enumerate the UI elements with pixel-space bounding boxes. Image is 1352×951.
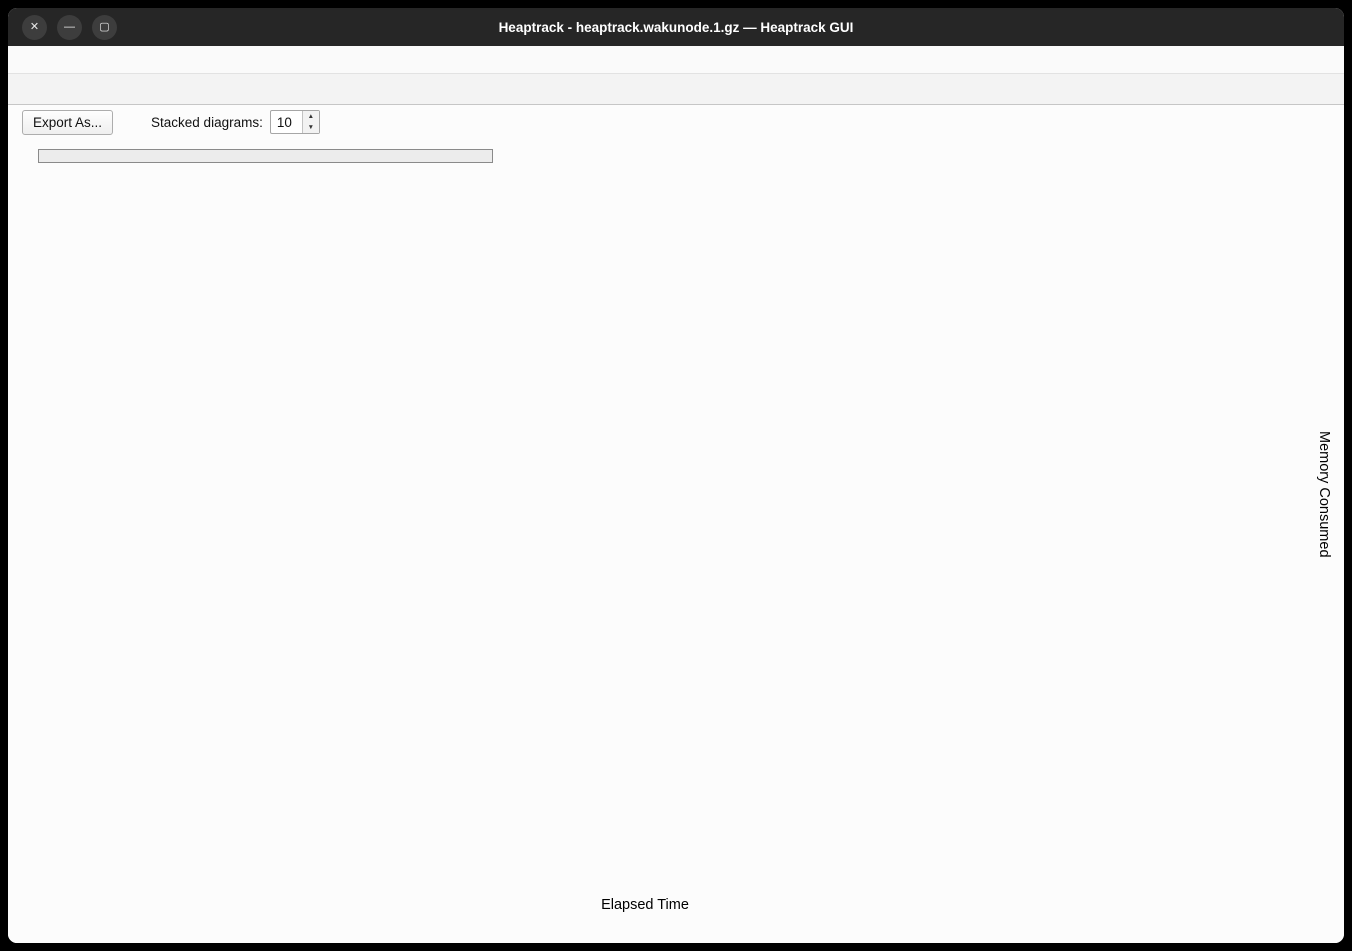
app-window: ✕ — ▢ Heaptrack - heaptrack.wakunode.1.gz …	[8, 8, 1344, 943]
window-title: Heaptrack - heaptrack.wakunode.1.gz — He…	[498, 19, 854, 35]
menubar	[8, 46, 1344, 74]
minimize-icon[interactable]: —	[57, 14, 82, 40]
chart-legend	[38, 149, 493, 163]
spinbox-arrows: ▲ ▼	[301, 111, 319, 133]
stacked-diagrams-spinbox[interactable]: 10 ▲ ▼	[269, 110, 320, 134]
spinbox-value[interactable]: 10	[276, 114, 292, 130]
maximize-icon[interactable]: ▢	[92, 14, 117, 40]
close-icon[interactable]: ✕	[22, 14, 47, 40]
spinbox-up-icon[interactable]: ▲	[302, 111, 319, 122]
titlebar[interactable]: ✕ — ▢ Heaptrack - heaptrack.wakunode.1.gz …	[8, 8, 1344, 46]
memory-chart[interactable]	[38, 145, 1270, 875]
toolbar: Export As... Stacked diagrams: 10 ▲ ▼	[8, 105, 1344, 139]
chart-area: Elapsed Time Memory Consumed	[8, 139, 1344, 943]
stacked-diagrams-label: Stacked diagrams:	[151, 114, 263, 130]
y-axis-title: Memory Consumed	[1316, 431, 1332, 558]
window-controls: ✕ — ▢	[22, 8, 117, 46]
export-as-button[interactable]: Export As...	[22, 109, 114, 135]
spinbox-down-icon[interactable]: ▼	[302, 122, 319, 133]
x-axis-title: Elapsed Time	[601, 897, 689, 913]
tab-bar	[8, 74, 1344, 105]
